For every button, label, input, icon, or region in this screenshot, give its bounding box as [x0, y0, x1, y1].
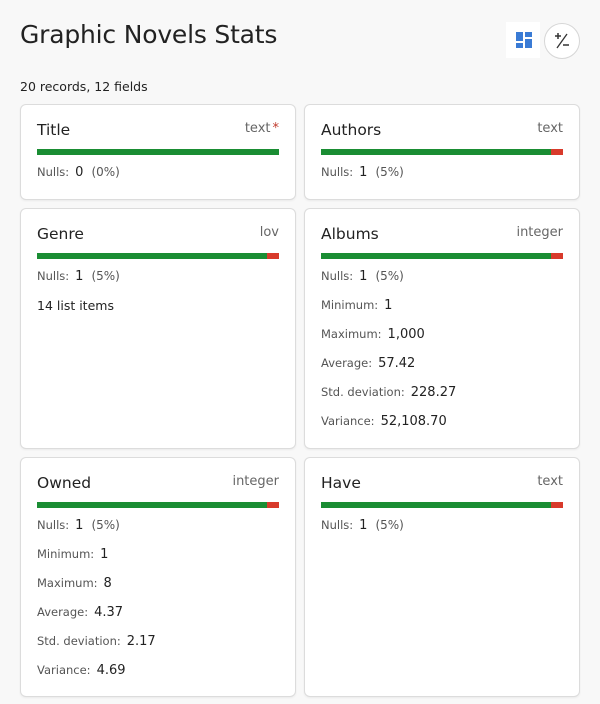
nulls-row: Nulls: 1 (5%) — [37, 269, 120, 284]
field-card-title[interactable]: Title text * Nulls: 0 (0%) — [20, 104, 296, 200]
plus-minus-icon — [555, 33, 569, 49]
field-type: integer — [516, 225, 563, 240]
null-ratio-bar — [321, 149, 563, 155]
field-name: Title — [37, 121, 71, 139]
nulls-row: Nulls: 1 (5%) — [321, 518, 404, 533]
null-segment — [266, 502, 279, 508]
stats-toggle-button[interactable] — [544, 23, 580, 59]
field-card-albums[interactable]: Albums integer Nulls: 1 (5%) Minimum: 1 Max… — [304, 208, 580, 449]
field-card-genre[interactable]: Genre lov Nulls: 1 (5%) 14 list items — [20, 208, 296, 449]
null-ratio-bar — [37, 149, 279, 155]
field-card-authors[interactable]: Authors text Nulls: 1 (5%) — [304, 104, 580, 200]
null-ratio-bar — [321, 253, 563, 259]
field-type: text — [537, 121, 563, 136]
field-type: text * — [244, 121, 280, 136]
field-name: Authors — [321, 121, 382, 139]
nulls-row: Nulls: 0 (0%) — [37, 165, 120, 180]
null-ratio-bar — [37, 253, 279, 259]
field-card-owned[interactable]: Owned integer Nulls: 1 (5%) Minimum: 1 Maxi… — [20, 457, 296, 697]
minimum-row: Minimum: 1 — [321, 298, 393, 313]
null-ratio-bar — [37, 502, 279, 508]
nulls-row: Nulls: 1 (5%) — [37, 518, 120, 533]
field-card-have[interactable]: Have text Nulls: 1 (5%) — [304, 457, 580, 697]
variance-row: Variance: 52,108.70 — [321, 414, 447, 429]
layout-view-button[interactable] — [506, 22, 540, 58]
null-segment — [550, 253, 563, 259]
nulls-row: Nulls: 1 (5%) — [321, 165, 404, 180]
field-type: lov — [259, 225, 279, 240]
field-name: Albums — [321, 225, 379, 243]
variance-row: Variance: 4.69 — [37, 663, 126, 678]
maximum-row: Maximum: 8 — [37, 576, 112, 591]
minimum-row: Minimum: 1 — [37, 547, 109, 562]
required-marker: * — [272, 121, 280, 136]
records-summary: 20 records, 12 fields — [20, 79, 148, 94]
null-segment — [550, 149, 563, 155]
page-title: Graphic Novels Stats — [20, 20, 278, 49]
std-deviation-row: Std. deviation: 228.27 — [321, 385, 457, 400]
std-deviation-row: Std. deviation: 2.17 — [37, 634, 156, 649]
page-header: Graphic Novels Stats — [20, 20, 580, 60]
nulls-row: Nulls: 1 (5%) — [321, 269, 404, 284]
average-row: Average: 57.42 — [321, 356, 416, 371]
null-segment — [266, 253, 279, 259]
maximum-row: Maximum: 1,000 — [321, 327, 425, 342]
list-items-count: 14 list items — [37, 298, 114, 313]
null-segment — [550, 502, 563, 508]
field-name: Have — [321, 474, 361, 492]
field-name: Owned — [37, 474, 92, 492]
field-type: integer — [232, 474, 279, 489]
average-row: Average: 4.37 — [37, 605, 124, 620]
null-ratio-bar — [321, 502, 563, 508]
field-type: text — [537, 474, 563, 489]
field-name: Genre — [37, 225, 84, 243]
grid-layout-icon — [516, 32, 532, 48]
